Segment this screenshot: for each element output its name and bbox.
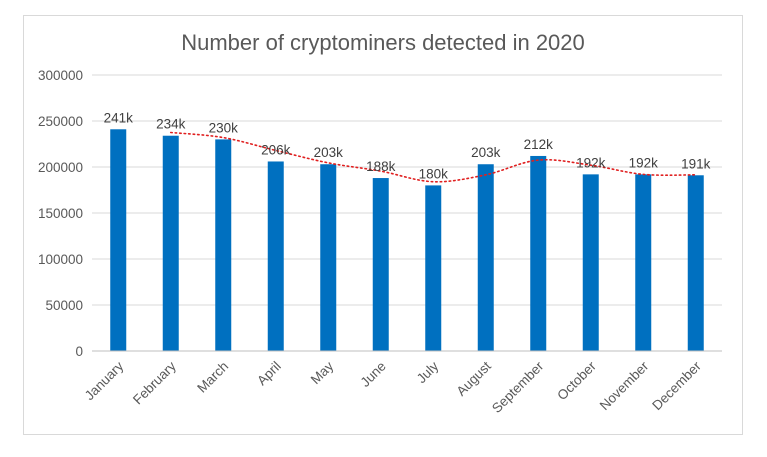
x-tick-label: November <box>597 358 652 413</box>
data-label: 206k <box>261 142 291 157</box>
x-tick-label: June <box>358 359 389 390</box>
bar <box>215 139 232 351</box>
x-tick-label: October <box>554 358 599 403</box>
x-tick-label: August <box>454 358 495 399</box>
bar <box>372 178 389 351</box>
bar <box>530 155 547 351</box>
x-tick-label: May <box>308 358 337 387</box>
data-label: 192k <box>576 155 606 170</box>
data-label: 192k <box>629 155 659 170</box>
bar <box>582 174 599 351</box>
data-label: 234k <box>156 117 186 132</box>
y-tick-label: 0 <box>75 344 83 359</box>
bar <box>162 135 179 351</box>
y-tick-label: 50000 <box>45 298 83 313</box>
data-label: 241k <box>104 110 134 125</box>
bar <box>110 129 127 351</box>
bars <box>110 129 704 351</box>
x-tick-label: March <box>194 359 231 396</box>
data-label: 203k <box>314 145 344 160</box>
data-label: 212k <box>524 137 554 152</box>
bar <box>320 164 337 351</box>
x-tick-label: January <box>82 358 127 403</box>
y-tick-label: 250000 <box>38 114 83 129</box>
bar <box>687 175 704 351</box>
data-label: 203k <box>471 145 501 160</box>
y-tick-label: 300000 <box>38 68 83 83</box>
x-tick-label: July <box>414 358 442 386</box>
bar <box>635 174 652 351</box>
gridlines <box>92 74 722 306</box>
y-tick-label: 100000 <box>38 252 83 267</box>
x-tick-label: September <box>489 358 547 416</box>
data-label: 230k <box>209 120 239 135</box>
data-label: 191k <box>681 156 711 171</box>
bar <box>267 161 284 351</box>
x-axis-ticks: January February March April May June July Augu… <box>82 358 704 416</box>
data-label: 188k <box>366 159 396 174</box>
data-labels: 241k 234k 230k 206k 203k 188k 180k 203k 212k 192k… <box>104 110 711 181</box>
bar <box>425 185 442 351</box>
trendline <box>169 131 697 183</box>
y-tick-label: 150000 <box>38 206 83 221</box>
y-tick-label: 200000 <box>38 160 83 175</box>
bar <box>477 164 494 351</box>
y-axis-ticks: 0 50000 100000 150000 200000 250000 300000 <box>38 68 83 359</box>
chart-title: Number of cryptominers detected in 2020 <box>181 30 585 55</box>
x-tick-label: April <box>254 359 284 389</box>
x-tick-label: December <box>649 358 704 413</box>
data-label: 180k <box>419 166 449 181</box>
x-tick-label: February <box>130 358 179 407</box>
trendline-path <box>169 131 697 183</box>
